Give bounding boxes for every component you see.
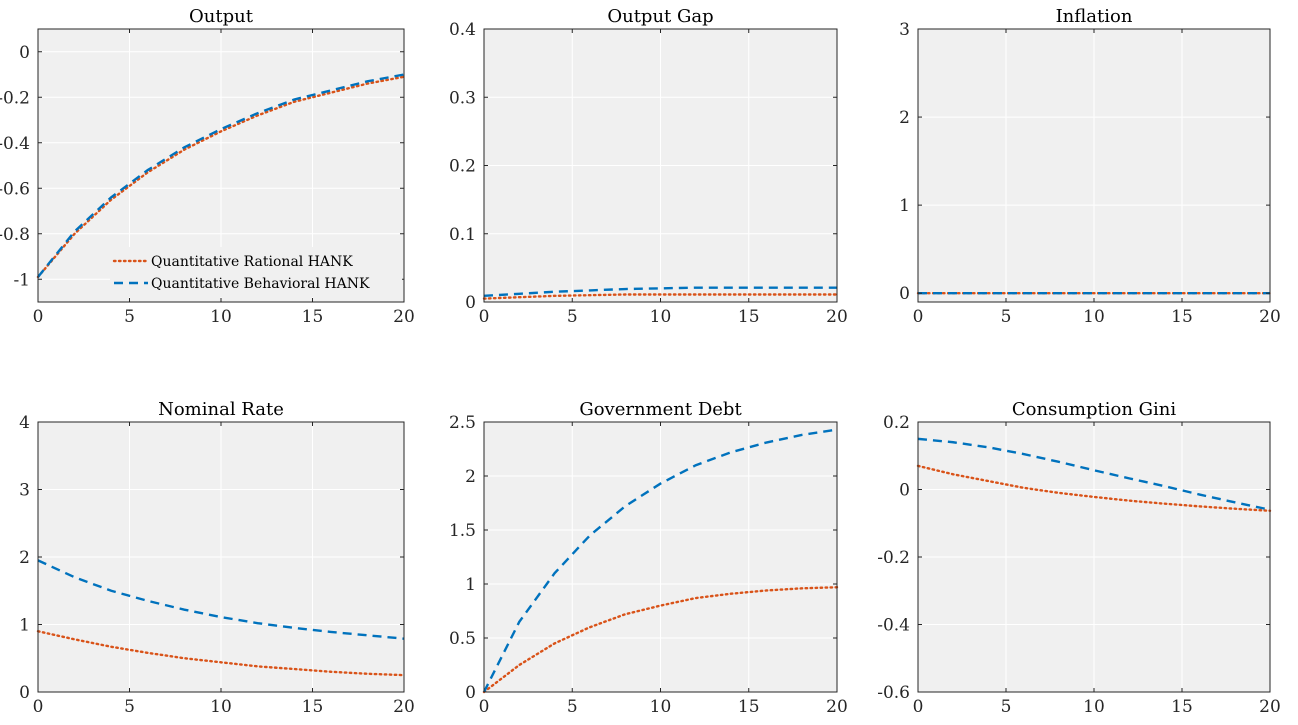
y-tick-label: 0.2: [449, 157, 476, 177]
behavioral-hank-line: [37, 73, 405, 278]
rational-hank-line: [36, 630, 406, 677]
panel-2: 0 5 10 15 20 0 0.1 0.2 0.3 0.4 Output Gap: [449, 6, 848, 327]
legend-label: Quantitative Behavioral HANK: [151, 276, 370, 292]
y-tick-label: -0.2: [877, 548, 910, 568]
y-tick-label: -0.8: [0, 225, 30, 245]
x-tick-label: 20: [393, 697, 415, 717]
x-tick-label: 5: [1001, 307, 1012, 327]
y-tick-label: 1: [465, 575, 476, 595]
y-tick-label: -0.6: [0, 179, 30, 199]
panel-3: 0 5 10 15 20 0 1 2 3 Inflation: [899, 6, 1281, 327]
y-tick-label: 2.5: [449, 413, 476, 433]
x-tick-label: 10: [650, 307, 672, 327]
y-tick-label: 0: [899, 284, 910, 304]
y-tick-label: 0: [465, 683, 476, 703]
rational-hank-line: [916, 464, 1272, 512]
x-tick-label: 20: [393, 307, 415, 327]
y-tick-label: 1.5: [449, 521, 476, 541]
legend: Quantitative Rational HANK Quantitative B…: [110, 247, 402, 297]
y-tick-label: 0: [465, 293, 476, 313]
rational-hank-line: [482, 586, 839, 694]
panel-title: Nominal Rate: [158, 399, 284, 420]
legend-box: [110, 247, 402, 297]
legend-label: Quantitative Rational HANK: [151, 254, 353, 270]
y-tick-label: 0: [19, 683, 30, 703]
y-tick-label: 0: [899, 481, 910, 501]
x-tick-label: 10: [1083, 307, 1105, 327]
y-tick-label: 2: [465, 467, 476, 487]
panel-title: Output: [189, 6, 254, 27]
panel-6: 0 5 10 15 20 -0.6 -0.4 -0.2 0 0.2 Consumption Gini: [877, 399, 1281, 717]
behavioral-hank-line: [37, 559, 405, 640]
y-tick-label: 0.3: [449, 88, 476, 108]
behavioral-hank-line: [482, 428, 838, 693]
y-tick-label: 0.4: [449, 20, 476, 40]
panel-5: 0 5 10 15 20 0 0.5 1 1.5 2 2.5 Government Debt: [449, 399, 848, 717]
y-tick-label: -0.2: [0, 88, 30, 108]
x-tick-label: 15: [1171, 697, 1193, 717]
y-tick-label: 0: [19, 43, 30, 63]
y-tick-label: 0.5: [449, 629, 476, 649]
y-tick-label: 0.1: [449, 225, 476, 245]
x-tick-label: 5: [1001, 697, 1012, 717]
x-tick-label: 20: [826, 307, 848, 327]
panel-title: Consumption Gini: [1012, 399, 1176, 420]
x-tick-label: 15: [302, 697, 324, 717]
x-tick-label: 15: [738, 307, 760, 327]
y-tick-label: 1: [19, 616, 30, 636]
x-tick-label: 20: [1259, 697, 1281, 717]
panel-title: Output Gap: [607, 6, 713, 27]
x-tick-label: 0: [913, 697, 924, 717]
x-tick-label: 0: [33, 307, 44, 327]
rational-hank-line: [482, 293, 839, 300]
y-tick-label: 2: [19, 548, 30, 568]
panel-4: 0 5 10 15 20 0 1 2 3 4 Nominal Rate: [19, 399, 415, 717]
x-tick-label: 10: [210, 307, 232, 327]
y-tick-label: 3: [899, 20, 910, 40]
y-tick-label: 4: [19, 413, 30, 433]
y-tick-label: -0.6: [877, 683, 910, 703]
x-tick-label: 10: [210, 697, 232, 717]
x-tick-label: 0: [33, 697, 44, 717]
x-tick-label: 15: [1171, 307, 1193, 327]
panel-title: Government Debt: [579, 399, 742, 420]
y-tick-label: -0.4: [0, 134, 30, 154]
y-tick-label: -1: [13, 270, 30, 290]
x-tick-label: 0: [479, 307, 490, 327]
x-tick-label: 5: [567, 697, 578, 717]
x-tick-label: 10: [650, 697, 672, 717]
x-tick-label: 0: [913, 307, 924, 327]
rational-hank-line: [36, 75, 406, 279]
y-tick-label: 2: [899, 108, 910, 128]
y-tick-label: 1: [899, 196, 910, 216]
x-tick-label: 0: [479, 697, 490, 717]
x-tick-label: 5: [567, 307, 578, 327]
y-tick-label: 0.2: [883, 413, 910, 433]
x-tick-label: 20: [826, 697, 848, 717]
x-tick-label: 5: [124, 307, 135, 327]
x-tick-label: 15: [302, 307, 324, 327]
x-tick-label: 20: [1259, 307, 1281, 327]
x-tick-label: 15: [738, 697, 760, 717]
panel-title: Inflation: [1056, 6, 1133, 27]
y-tick-label: 3: [19, 481, 30, 501]
x-tick-label: 10: [1083, 697, 1105, 717]
x-tick-label: 5: [124, 697, 135, 717]
y-tick-label: -0.4: [877, 616, 910, 636]
